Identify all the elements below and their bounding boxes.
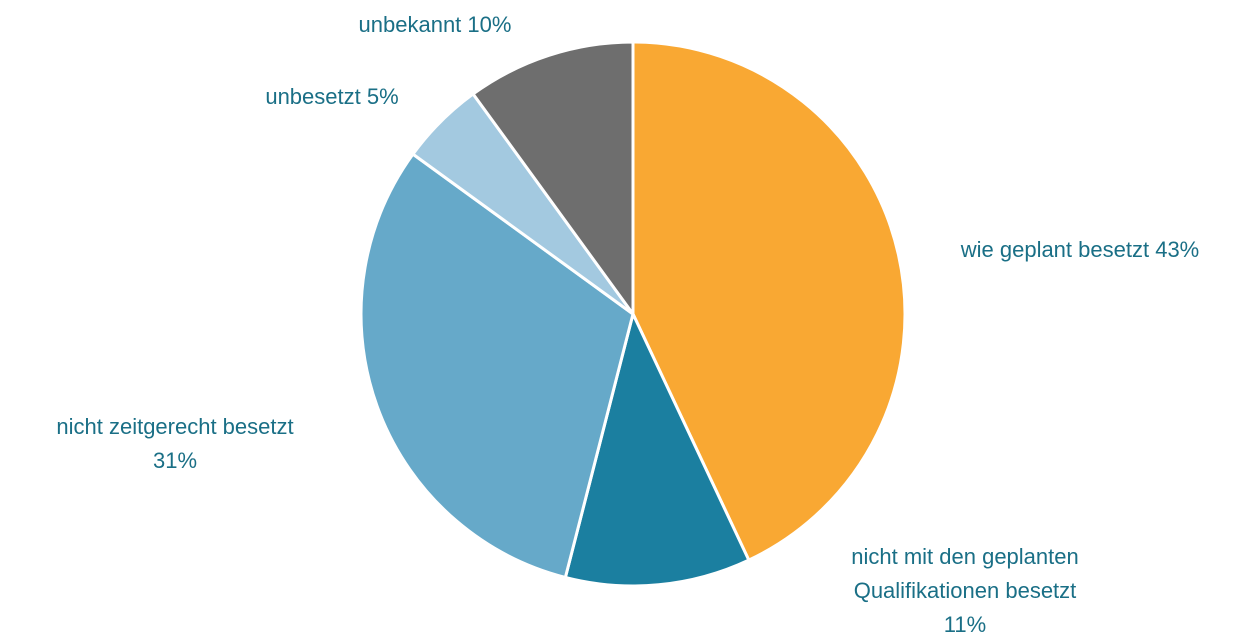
category-label: nicht zeitgerecht besetzt [56,414,294,439]
pie-slice [359,152,635,579]
category-label: unbekannt [358,12,462,37]
slice-label: wie geplant besetzt 43% [910,233,1244,267]
value-label: 10% [467,12,512,37]
slice-label: nicht zeitgerecht besetzt 31% [5,410,345,478]
category-label: wie geplant besetzt [960,237,1150,262]
slice-label: nicht mit den geplanten Qualifikationen … [835,540,1095,637]
value-label: 31% [152,448,198,473]
value-label: 11% [943,612,987,637]
pie-slice [563,312,751,588]
category-label: unbesetzt [265,84,361,109]
value-label: 5% [366,84,399,109]
slice-label: unbesetzt 5% [212,80,452,114]
pie-slice [631,40,907,562]
value-label: 43% [1155,237,1200,262]
category-label: nicht mit den geplanten Qualifikationen … [851,544,1079,603]
pie-slice [471,40,635,316]
slice-label: unbekannt 10% [305,8,565,42]
